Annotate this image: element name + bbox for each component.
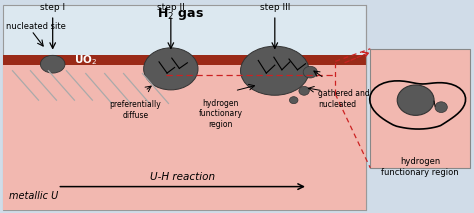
Bar: [370, 49, 470, 168]
Text: step II: step II: [157, 3, 185, 12]
Text: U-H reaction: U-H reaction: [150, 172, 215, 182]
Text: nucleated site: nucleated site: [6, 22, 66, 31]
Text: step III: step III: [260, 3, 290, 12]
Bar: [3, 5, 365, 210]
Ellipse shape: [397, 85, 434, 115]
Ellipse shape: [290, 97, 298, 104]
Text: gathered and
nucleated: gathered and nucleated: [318, 89, 370, 109]
Ellipse shape: [435, 102, 447, 112]
Text: hydrogen
functionary region: hydrogen functionary region: [381, 157, 459, 177]
Text: step I: step I: [40, 3, 65, 12]
Ellipse shape: [303, 66, 318, 78]
Ellipse shape: [240, 46, 309, 95]
Ellipse shape: [299, 86, 310, 95]
Text: UO$_2$: UO$_2$: [74, 53, 97, 67]
Bar: [3, 55, 365, 65]
Bar: [3, 60, 365, 210]
Text: metallic U: metallic U: [9, 191, 58, 201]
Text: hydrogen
functionary
region: hydrogen functionary region: [199, 99, 243, 129]
Ellipse shape: [40, 55, 65, 73]
Ellipse shape: [144, 48, 198, 90]
Text: H$_2$ gas: H$_2$ gas: [157, 6, 204, 22]
Text: preferentially
diffuse: preferentially diffuse: [109, 100, 161, 119]
